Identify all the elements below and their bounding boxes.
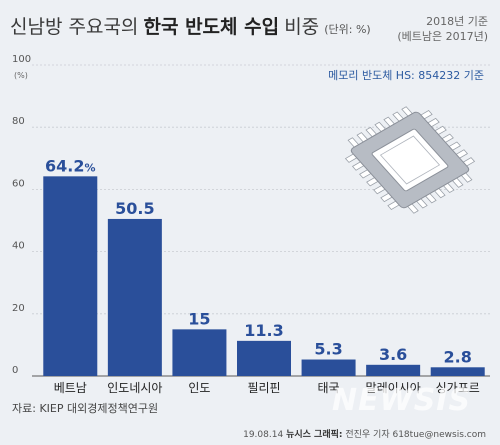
bar bbox=[430, 367, 485, 376]
value-label: 3.6 bbox=[379, 345, 407, 364]
credit-line: 19.08.14 뉴시스 그래픽: 전진우 기자 618tue@newsis.c… bbox=[243, 427, 486, 440]
newsis-watermark: NEWSIS bbox=[332, 383, 472, 418]
category-label: 싱가포르 bbox=[436, 381, 480, 395]
category-label: 말레이시아 bbox=[366, 381, 421, 395]
bar bbox=[43, 176, 98, 376]
bar bbox=[172, 329, 227, 376]
category-label: 인도네시아 bbox=[107, 381, 162, 395]
vietnam-note: (베트남은 2017년) bbox=[397, 30, 488, 43]
chart-title: 신남방 주요국의 한국 반도체 수입 비중 (단위: %) bbox=[10, 12, 371, 39]
y-tick-label: 60 bbox=[12, 178, 25, 189]
y-tick-label: 20 bbox=[12, 303, 25, 314]
source-text: 자료: KIEP 대외경제정책연구원 bbox=[12, 402, 159, 415]
y-tick-label: 100 bbox=[12, 54, 31, 65]
value-label: 5.3 bbox=[314, 340, 342, 359]
credit-author: 전진우 기자 618tue@newsis.com bbox=[345, 430, 486, 440]
category-label: 인도 bbox=[188, 381, 210, 395]
credit-date: 19.08.14 bbox=[243, 430, 284, 440]
hs-code-note: 메모리 반도체 HS: 854232 기준 bbox=[328, 69, 484, 82]
bar bbox=[107, 218, 162, 376]
bar bbox=[301, 359, 356, 376]
title-bold: 한국 반도체 수입 bbox=[143, 16, 280, 38]
credit-agency: 뉴시스 그래픽: bbox=[286, 430, 343, 440]
category-label: 태국 bbox=[318, 381, 340, 395]
value-label: 11.3 bbox=[244, 321, 283, 340]
category-label: 베트남 bbox=[54, 381, 87, 395]
chip-icon bbox=[344, 106, 476, 214]
y-tick-label: 40 bbox=[12, 241, 25, 252]
reference-year: 2018년 기준 (베트남은 2017년) bbox=[397, 14, 488, 44]
title-unit: (단위: %) bbox=[324, 23, 371, 36]
reference-year-label: 2018년 기준 bbox=[426, 15, 488, 28]
y-tick-label: 0 bbox=[12, 365, 18, 376]
bar bbox=[237, 340, 291, 376]
title-normal: 신남방 주요국의 bbox=[10, 16, 139, 38]
value-label: 15 bbox=[188, 309, 210, 328]
category-label: 필리핀 bbox=[247, 381, 280, 395]
value-label: 50.5 bbox=[115, 199, 154, 218]
y-unit-label: (%) bbox=[14, 71, 28, 80]
value-label: 64.2% bbox=[45, 156, 96, 175]
y-tick-label: 80 bbox=[12, 116, 25, 127]
title-suffix: 비중 bbox=[284, 16, 320, 38]
bar bbox=[366, 364, 421, 376]
value-label: 2.8 bbox=[444, 347, 472, 366]
